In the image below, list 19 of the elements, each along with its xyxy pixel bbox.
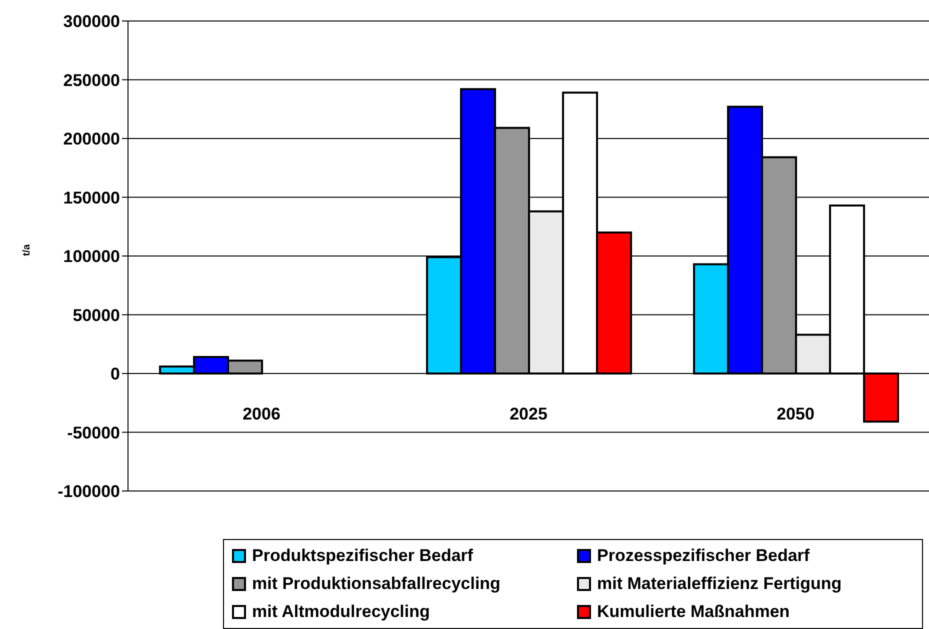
y-tick-label: 50000	[72, 306, 120, 325]
legend-label: Kumulierte Maßnahmen	[597, 602, 790, 622]
y-tick-label: 200000	[63, 130, 120, 149]
y-tick-label: 100000	[63, 247, 120, 266]
y-tick-label: 250000	[63, 70, 120, 90]
y-tick-label: 300000	[63, 12, 120, 32]
y-axis-title: t/a	[22, 244, 33, 256]
legend-label: mit Produktionsabfallrecycling	[252, 574, 500, 594]
y-tick-label: 0	[110, 364, 120, 384]
legend-label: mit Materialeffizienz Fertigung	[597, 574, 842, 594]
y-tick-label: -50000	[67, 423, 120, 442]
x-tick-label: 2050	[776, 404, 814, 424]
y-tick-label: 150000	[63, 188, 120, 208]
x-tick-label: 2025	[510, 404, 548, 424]
legend-label: Prozesspezifischer Bedarf	[597, 546, 810, 566]
legend-label: Produktspezifischer Bedarf	[252, 546, 474, 566]
x-tick-label: 2006	[242, 404, 280, 424]
y-tick-label: -100000	[58, 482, 120, 502]
legend-label: mit Altmodulrecycling	[252, 602, 430, 622]
